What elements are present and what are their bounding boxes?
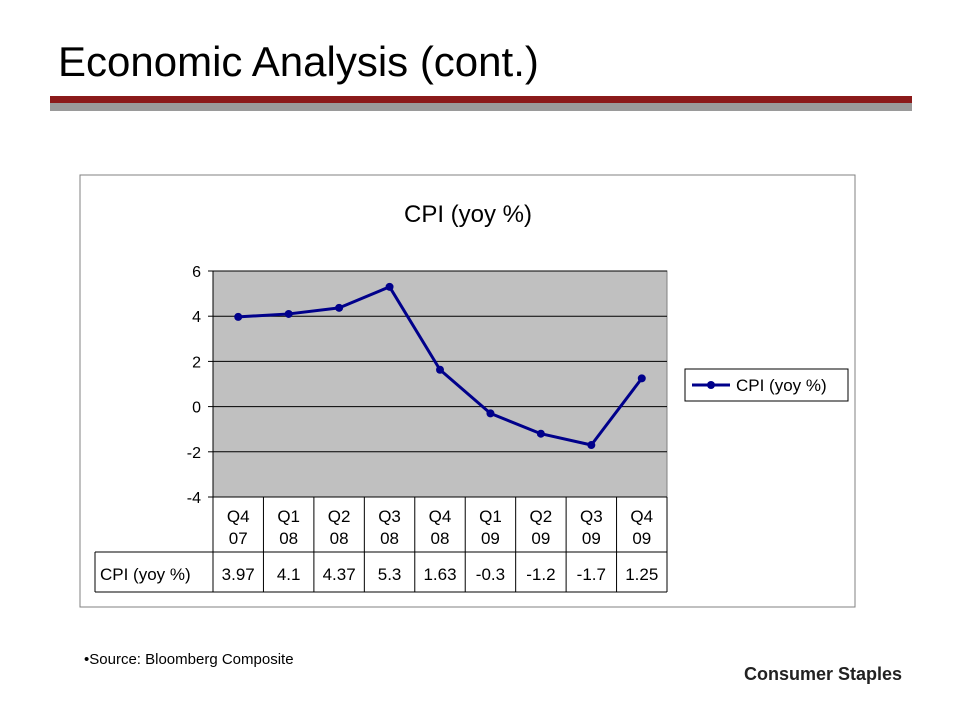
data-label: 5.3: [378, 565, 402, 584]
data-label: -1.2: [526, 565, 555, 584]
x-tick-label-year: 09: [531, 529, 550, 548]
x-tick-label-year: 08: [380, 529, 399, 548]
table-series-label: CPI (yoy %): [100, 565, 191, 584]
y-tick-label: -2: [187, 445, 201, 462]
legend-marker: [707, 381, 715, 389]
x-tick-label-quarter: Q2: [328, 507, 351, 526]
x-tick-label-quarter: Q3: [378, 507, 401, 526]
y-tick-label: 4: [192, 309, 201, 326]
x-tick-label-year: 09: [582, 529, 601, 548]
data-point: [385, 282, 394, 291]
data-point: [284, 309, 293, 318]
data-point: [234, 312, 243, 321]
x-tick-label-year: 08: [431, 529, 450, 548]
x-tick-label-year: 09: [481, 529, 500, 548]
data-label: 1.25: [625, 565, 658, 584]
data-point: [436, 365, 444, 374]
data-point: [335, 303, 344, 312]
x-tick-label-year: 08: [279, 529, 298, 548]
x-tick-label-quarter: Q4: [429, 507, 452, 526]
data-label: 3.97: [222, 565, 255, 584]
x-tick-label-quarter: Q4: [630, 507, 653, 526]
source-note: •Source: Bloomberg Composite: [84, 651, 294, 668]
x-tick-label-quarter: Q1: [479, 507, 502, 526]
chart-title: CPI (yoy %): [404, 201, 532, 228]
data-label: 1.63: [423, 565, 456, 584]
source-text: Source: Bloomberg Composite: [89, 651, 294, 668]
footer-label: Consumer Staples: [743, 664, 902, 684]
title-rule-gray: [50, 103, 912, 111]
plot-area: [212, 270, 668, 498]
y-tick-label: -4: [187, 490, 201, 507]
y-tick-label: 6: [192, 264, 201, 281]
x-tick-label-year: 08: [330, 529, 349, 548]
legend-label: CPI (yoy %): [736, 376, 827, 395]
data-point: [587, 441, 596, 450]
slide-title: Economic Analysis (cont.): [58, 38, 539, 85]
data-point: [637, 374, 646, 383]
x-tick-label-quarter: Q1: [277, 507, 300, 526]
data-point: [486, 409, 495, 418]
data-point: [536, 429, 545, 438]
bullet-glyph: •: [84, 651, 90, 668]
x-tick-label-year: 09: [632, 529, 651, 548]
y-tick-label: 0: [192, 400, 201, 417]
x-tick-label-quarter: Q2: [530, 507, 553, 526]
data-label: -1.7: [577, 565, 606, 584]
x-tick-label-quarter: Q4: [227, 507, 250, 526]
data-label: 4.1: [277, 565, 301, 584]
title-rule-red: [50, 96, 912, 103]
data-label: 4.37: [323, 565, 356, 584]
x-tick-label-year: 07: [229, 529, 248, 548]
data-label: -0.3: [476, 565, 505, 584]
y-tick-label: 2: [192, 354, 201, 371]
x-tick-label-quarter: Q3: [580, 507, 603, 526]
